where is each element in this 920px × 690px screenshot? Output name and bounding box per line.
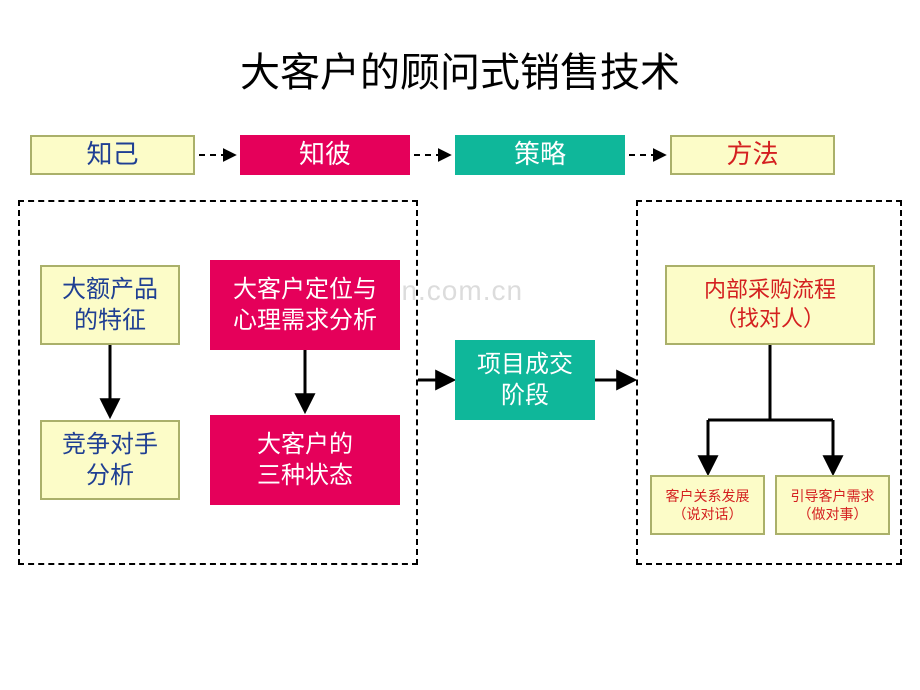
- left-box-dajia: 大额产品 的特征: [40, 265, 180, 345]
- top-box-zhiji: 知己: [30, 135, 195, 175]
- left-panel: [18, 200, 418, 565]
- center-box-chengjiao: 项目成交 阶段: [455, 340, 595, 420]
- top-box-celue: 策略: [455, 135, 625, 175]
- page-title: 大客户的顾问式销售技术: [0, 40, 920, 98]
- right-box-neibu: 内部采购流程 （找对人）: [665, 265, 875, 345]
- top-box-zhibi: 知彼: [240, 135, 410, 175]
- left-box-dingwei: 大客户定位与 心理需求分析: [210, 260, 400, 350]
- top-box-fangfa: 方法: [670, 135, 835, 175]
- right-box-yindao: 引导客户需求 （做对事）: [775, 475, 890, 535]
- right-box-guanxi: 客户关系发展 （说对话）: [650, 475, 765, 535]
- left-box-sanzh: 大客户的 三种状态: [210, 415, 400, 505]
- left-box-jingzh: 竞争对手 分析: [40, 420, 180, 500]
